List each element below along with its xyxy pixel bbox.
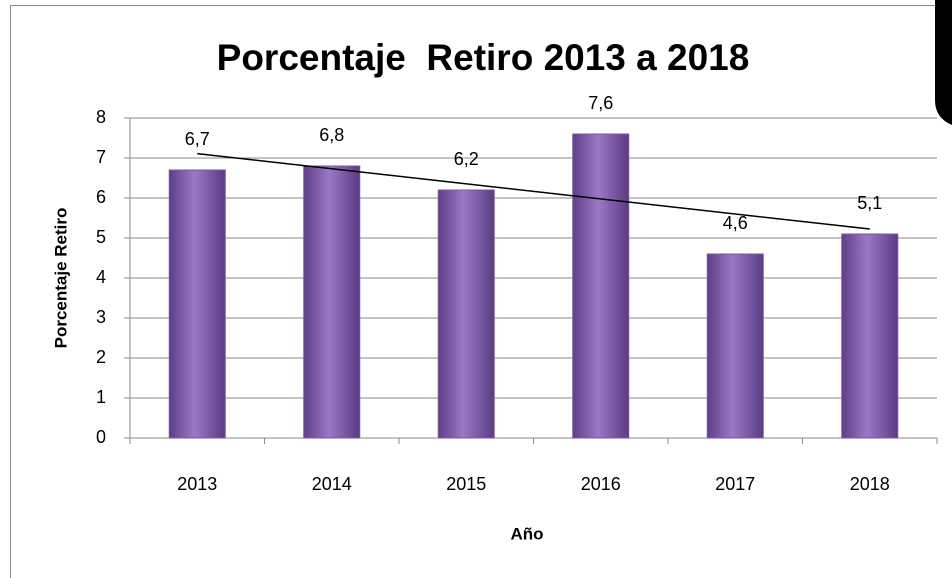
data-label: 4,6 <box>723 213 748 233</box>
y-tick-label: 3 <box>96 307 106 327</box>
x-tick-label: 2017 <box>715 474 755 494</box>
x-tick-label: 2018 <box>850 474 890 494</box>
bar <box>706 253 764 439</box>
bar <box>572 133 630 439</box>
data-label: 7,6 <box>588 93 613 113</box>
y-tick-label: 2 <box>96 347 106 367</box>
data-label: 6,2 <box>454 149 479 169</box>
y-tick-label: 5 <box>96 227 106 247</box>
bar <box>168 169 226 439</box>
chart-title: Porcentaje Retiro 2013 a 2018 <box>217 37 750 78</box>
bar <box>841 233 899 439</box>
y-tick-label: 1 <box>96 387 106 407</box>
data-label: 5,1 <box>857 193 882 213</box>
y-tick-label: 4 <box>96 267 106 287</box>
data-label: 6,8 <box>319 125 344 145</box>
corner-shape <box>935 0 952 125</box>
x-axis-label: Año <box>510 524 543 543</box>
y-tick-label: 8 <box>96 107 106 127</box>
bar <box>437 189 495 439</box>
trendline <box>197 152 870 230</box>
x-tick-label: 2015 <box>446 474 486 494</box>
x-tick-label: 2014 <box>312 474 352 494</box>
y-tick-label: 7 <box>96 147 106 167</box>
y-axis-label: Porcentaje Retiro <box>51 208 70 349</box>
x-tick-label: 2013 <box>177 474 217 494</box>
y-tick-label: 6 <box>96 187 106 207</box>
data-label: 6,7 <box>185 129 210 149</box>
x-tick-label: 2016 <box>581 474 621 494</box>
y-tick-label: 0 <box>96 427 106 447</box>
bar <box>303 165 361 439</box>
